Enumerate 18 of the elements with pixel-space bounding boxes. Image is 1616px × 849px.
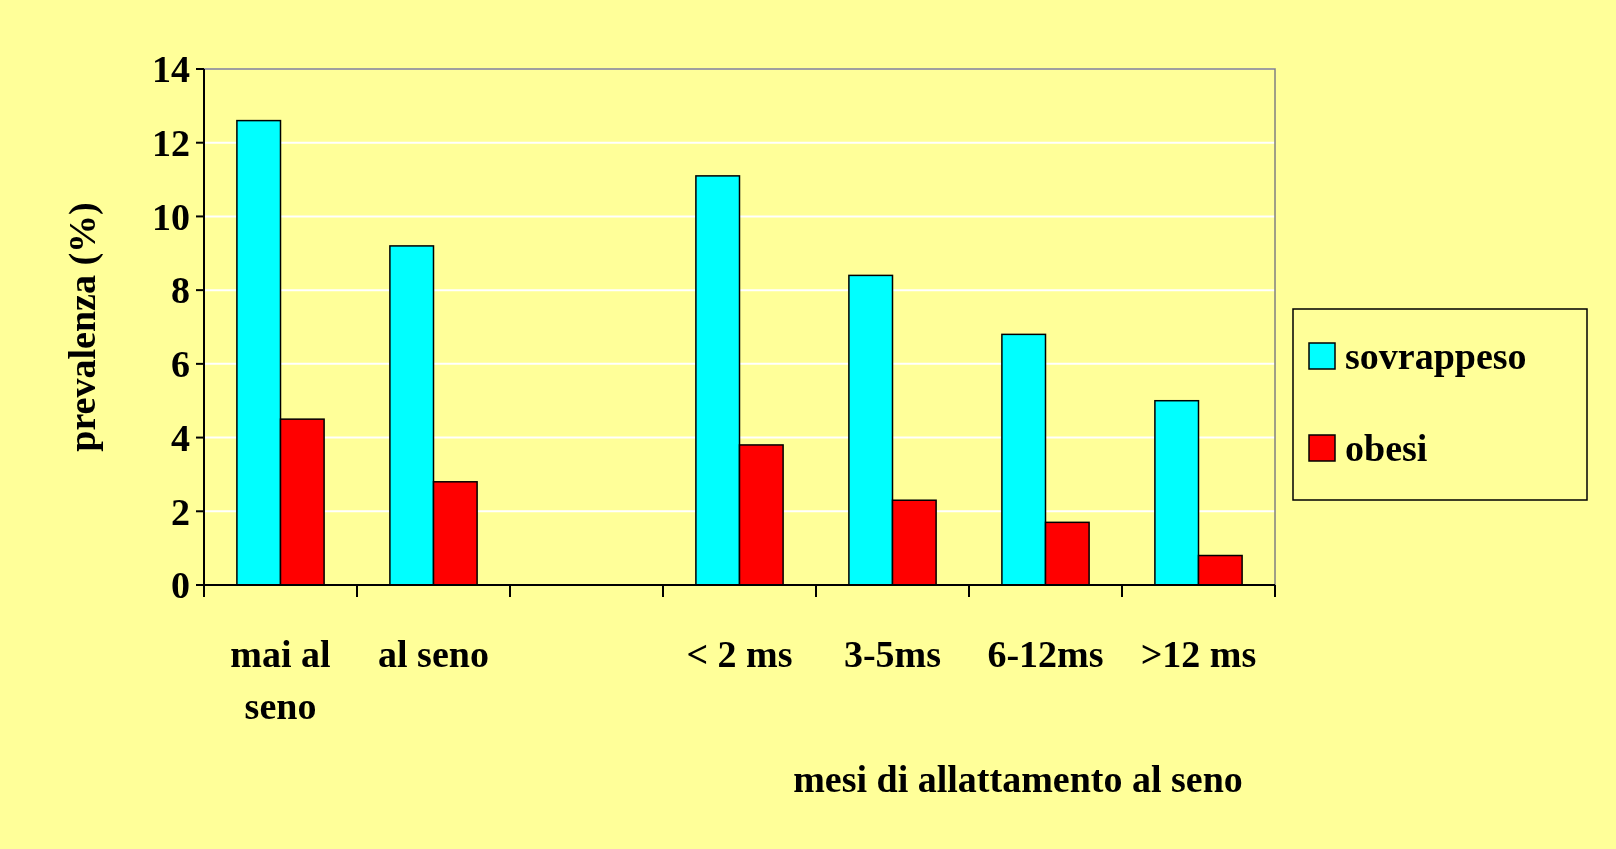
x-axis-title: mesi di allattamento al seno bbox=[793, 758, 1243, 800]
x-tick-label: 3-5ms bbox=[843, 633, 942, 675]
y-axis-title: prevalenza (%) bbox=[61, 202, 104, 452]
y-tick-label: 10 bbox=[152, 195, 190, 238]
x-tick-label: 6-12ms bbox=[987, 633, 1104, 675]
y-tick-label: 4 bbox=[171, 416, 190, 459]
y-tick-label: 0 bbox=[171, 564, 190, 607]
x-tick-label: >12 ms bbox=[1140, 633, 1257, 675]
x-tick-label: al seno bbox=[378, 633, 489, 675]
x-tick-label: mai al seno bbox=[230, 633, 331, 727]
x-tick-label: < 2 ms bbox=[686, 633, 793, 675]
y-tick-label: 6 bbox=[171, 343, 190, 386]
y-tick-label: 14 bbox=[152, 48, 190, 91]
y-tick-label: 2 bbox=[171, 490, 190, 533]
legend-label: sovrappeso bbox=[1345, 335, 1527, 378]
legend-label: obesi bbox=[1345, 427, 1428, 470]
y-tick-label: 12 bbox=[152, 122, 190, 165]
y-tick-label: 8 bbox=[171, 269, 190, 312]
